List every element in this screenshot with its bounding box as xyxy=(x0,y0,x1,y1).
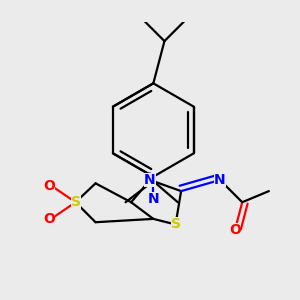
Text: S: S xyxy=(171,218,181,231)
Text: O: O xyxy=(230,223,242,237)
Text: S: S xyxy=(70,195,81,209)
Text: N: N xyxy=(214,173,226,187)
Text: N: N xyxy=(148,192,159,206)
Text: O: O xyxy=(43,212,55,226)
Text: O: O xyxy=(43,178,55,193)
Text: N: N xyxy=(144,173,156,187)
Text: N: N xyxy=(144,173,156,187)
